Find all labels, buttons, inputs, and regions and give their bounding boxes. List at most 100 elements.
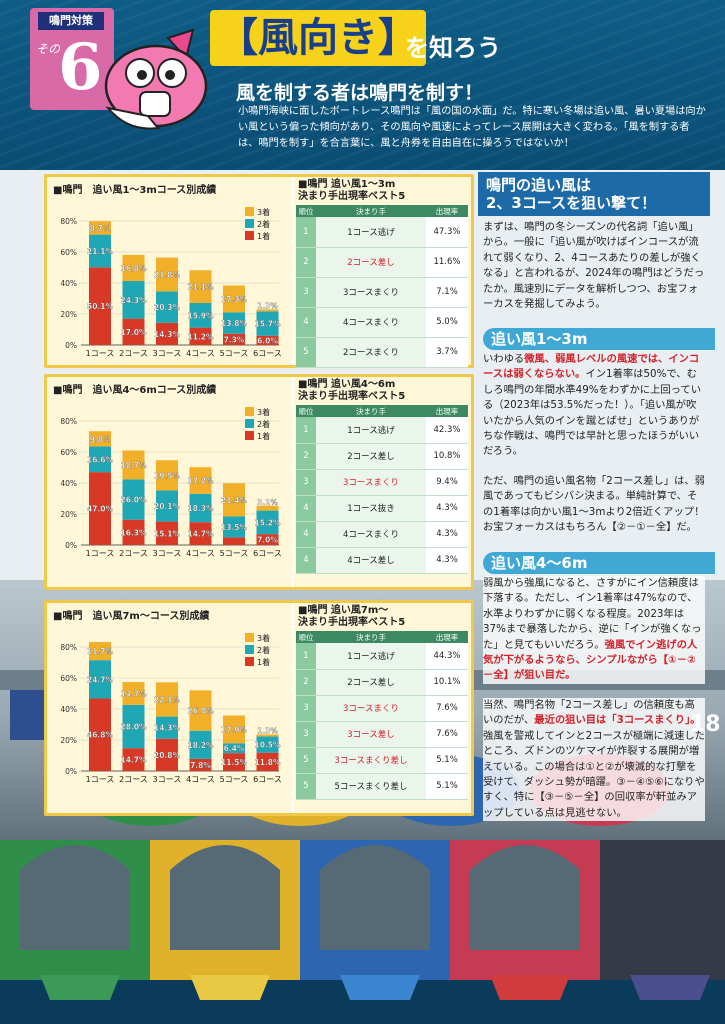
bar-segment-first (189, 327, 212, 345)
data-label: 16.8% (120, 264, 147, 273)
bar-segment-second (223, 312, 245, 334)
table-row: 4 4コースまくり 4.3% (296, 521, 468, 548)
section-heading: 追い風1～3m (483, 328, 715, 350)
data-label: 46.8% (87, 731, 114, 740)
rank-cell: 1 (296, 643, 316, 670)
x-tick-label: 2コース (119, 549, 148, 558)
rate-cell: 9.4% (426, 469, 468, 496)
table-row: 2 2コース差し 10.8% (296, 443, 468, 470)
rate-cell: 5.0% (426, 307, 468, 338)
table-row: 5 3コースまくり差し 5.1% (296, 747, 468, 774)
bar-segment-third (223, 285, 245, 313)
legend-label: 3着 (257, 407, 270, 417)
data-label: 14.7% (187, 530, 214, 539)
rank-cell: 5 (296, 337, 316, 368)
x-tick-label: 3コース (153, 775, 182, 784)
data-label: 21.4% (221, 496, 248, 505)
y-tick-label: 20% (60, 736, 77, 745)
rank-cell: 1 (296, 417, 316, 444)
data-label: 11.8% (254, 758, 281, 767)
legend-swatch (245, 657, 254, 666)
rate-cell: 7.1% (426, 277, 468, 308)
data-label: 15.2% (254, 518, 281, 527)
rate-cell: 10.1% (426, 669, 468, 696)
data-label: 14.3% (154, 724, 181, 733)
chart-title: ■鳴門 追い風4～6mコース別成績 (53, 385, 217, 396)
page-title: 【風向き】 (210, 10, 426, 66)
article-paragraph: まずは、鳴門の冬シーズンの代名詞「追い風」から。一般に「追い風が吹けばインコース… (483, 221, 705, 311)
data-label: 8.7% (90, 224, 111, 233)
bar-segment-second (122, 704, 145, 749)
article-paragraph: ただ、鳴門の追い風名物「2コース差し」は、弱風であってもビシバシ決まる。単純計算… (483, 475, 715, 534)
bar-segment-second (223, 743, 245, 754)
legend-swatch (245, 231, 254, 240)
data-label: 21.8% (154, 270, 181, 279)
chart-panel-2: ■鳴門 追い風4～6mコース別成績 0% 20% 40% 60% 80% 47.0% 16.… (44, 374, 474, 590)
data-label: 10.5% (254, 741, 281, 750)
y-tick-label: 0% (65, 767, 77, 776)
table-row: 5 2コースまくり 3.7% (296, 337, 468, 368)
y-tick-label: 80% (60, 643, 77, 652)
column-header: 出現率 (426, 205, 468, 217)
ranking-table: 順位 決まり手 出現率 1 1コース逃げ 42.3% 2 2コース差し 10.8% 3 3コースまく… (296, 405, 468, 574)
article-paragraph: いわゆる微風、弱風レベルの風速では、インコースは弱くならない。イン1着率は50%… (483, 353, 702, 458)
rank-cell: 4 (296, 307, 316, 338)
rank-cell: 2 (296, 669, 316, 696)
ranking-title-line2: 決まり手出現率ベスト5 (298, 617, 406, 628)
x-tick-label: 6コース (253, 349, 282, 358)
data-label: 17.0% (120, 328, 147, 337)
rank-cell: 3 (296, 469, 316, 496)
technique-cell: 3コースまくり (316, 695, 426, 722)
bar-segment-first (189, 522, 212, 545)
rank-cell: 4 (296, 521, 316, 548)
x-tick-label: 3コース (153, 549, 182, 558)
technique-cell: 3コースまくり (316, 469, 426, 496)
legend-label: 2着 (257, 219, 270, 229)
x-tick-label: 1コース (86, 349, 115, 358)
bar-segment-second (256, 510, 279, 535)
chart-title: ■鳴門 追い風7m～コース別成績 (53, 611, 210, 622)
tagline: 風を制する者は鳴門を制す！ (236, 82, 484, 104)
y-tick-label: 20% (60, 310, 77, 319)
data-label: 20.8% (154, 751, 181, 760)
table-row: 4 4コースまくり 5.0% (296, 307, 468, 338)
table-row: 4 4コース差し 4.3% (296, 547, 468, 574)
data-label: 28.0% (120, 723, 147, 732)
rank-cell: 4 (296, 495, 316, 522)
column-header: 決まり手 (316, 205, 426, 217)
technique-cell: 1コース逃げ (316, 643, 426, 670)
data-label: 50.1% (87, 302, 114, 311)
bar-segment-first (256, 534, 279, 545)
bar-segment-third (89, 642, 111, 661)
bar-segment-first (89, 472, 111, 545)
x-tick-label: 2コース (119, 775, 148, 784)
bar-segment-third (89, 431, 111, 447)
table-row: 3 3コースまくり 7.1% (296, 277, 468, 308)
technique-cell: 1コース抜き (316, 495, 426, 522)
ranking-title: ■鳴門 追い風1～3m 決まり手出現率ベスト5 (298, 179, 405, 203)
technique-cell: 3コースまくり (316, 277, 426, 308)
bar-segment-third (122, 450, 145, 480)
column-header: 順位 (296, 631, 316, 643)
chart-title: ■鳴門 追い風1～3mコース別成績 (53, 185, 217, 196)
technique-cell: 2コース差し (316, 443, 426, 470)
ranking-panel: ■鳴門 追い風7m～ 決まり手出現率ベスト5 順位 決まり手 出現率 1 1コース逃げ 44.… (294, 603, 471, 813)
data-label: 1.3% (257, 726, 278, 735)
legend-label: 2着 (257, 645, 270, 655)
bar-segment-second (122, 280, 145, 319)
bar-segment-first (89, 267, 111, 345)
table-row: 5 5コースまくり差し 5.1% (296, 773, 468, 800)
y-tick-label: 80% (60, 217, 77, 226)
bar-segment-second (156, 716, 178, 739)
bar-segment-third (189, 690, 212, 731)
data-label: 18.2% (187, 741, 214, 750)
data-label: 7.0% (257, 536, 278, 545)
column-header: 順位 (296, 205, 316, 217)
data-label: 26.0% (187, 707, 214, 716)
legend-label: 1着 (257, 431, 270, 441)
data-label: 17.9% (221, 725, 248, 734)
data-label: 1.3% (257, 301, 278, 310)
ranking-table: 順位 決まり手 出現率 1 1コース逃げ 44.3% 2 2コース差し 10.1% 3 3コースまく… (296, 631, 468, 800)
bar-segment-first (122, 748, 145, 771)
